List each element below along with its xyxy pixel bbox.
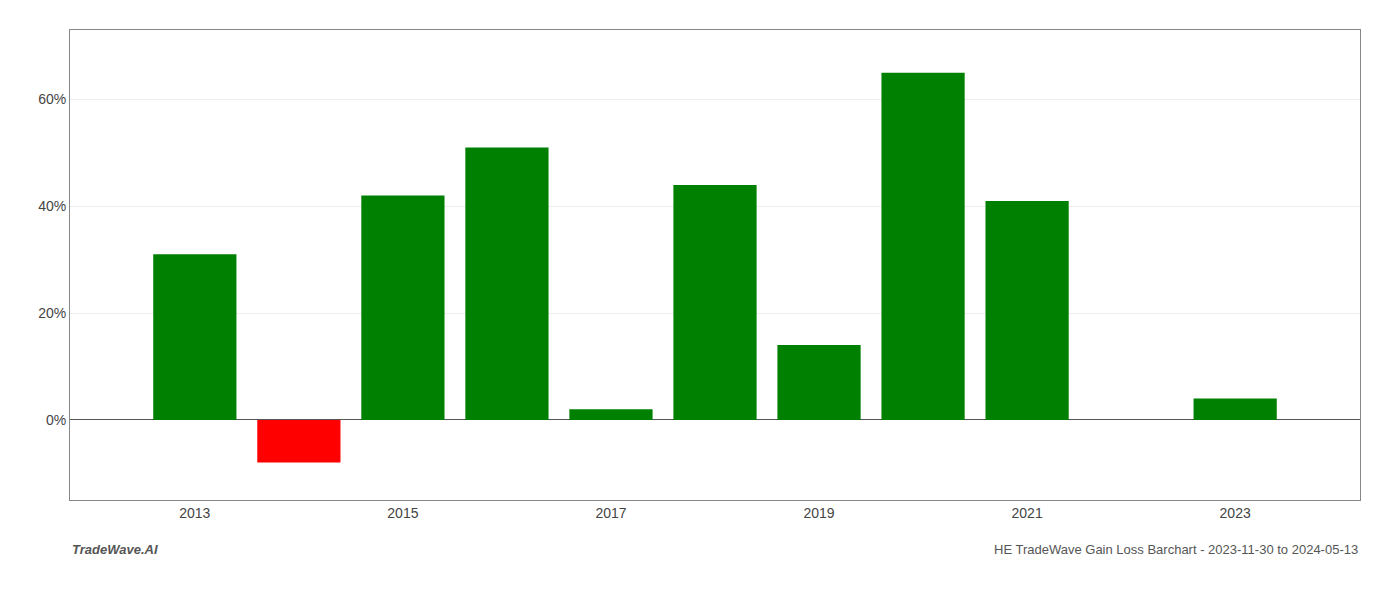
svg-text:2019: 2019: [803, 505, 834, 521]
svg-text:2017: 2017: [595, 505, 626, 521]
svg-text:20%: 20%: [38, 305, 66, 321]
svg-text:HE TradeWave Gain Loss Barchar: HE TradeWave Gain Loss Barchart - 2023-1…: [994, 542, 1358, 557]
svg-text:2021: 2021: [1012, 505, 1043, 521]
svg-text:40%: 40%: [38, 198, 66, 214]
svg-text:60%: 60%: [38, 91, 66, 107]
svg-text:0%: 0%: [46, 412, 66, 428]
svg-text:2015: 2015: [387, 505, 418, 521]
svg-text:2013: 2013: [179, 505, 210, 521]
svg-text:TradeWave.AI: TradeWave.AI: [72, 542, 158, 557]
svg-text:2023: 2023: [1220, 505, 1251, 521]
